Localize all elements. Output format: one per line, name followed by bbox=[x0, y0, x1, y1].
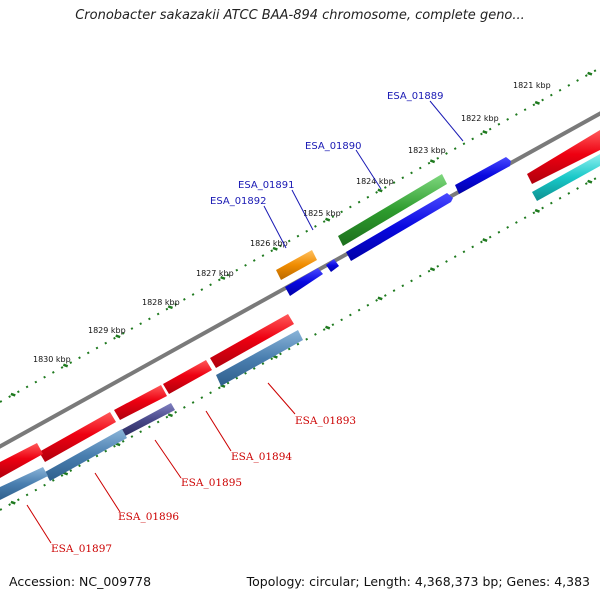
gene-feature-esa-01893[interactable] bbox=[216, 330, 303, 386]
tick-label: 1828 kbp bbox=[142, 298, 180, 307]
tick-label: 1823 kbp bbox=[408, 146, 446, 155]
top-gene-labels: ESA_01889 ESA_01890 ESA_01891 ESA_01892 bbox=[210, 91, 444, 207]
kbp-tick-labels: 1821 kbp 1822 kbp 1823 kbp 1824 kbp 1825… bbox=[33, 81, 551, 364]
major-tick bbox=[482, 238, 488, 243]
major-tick bbox=[115, 334, 121, 339]
major-ticks bbox=[10, 71, 593, 505]
bottom-gene-labels: ESA_01893 ESA_01894 ESA_01895 ESA_01896 … bbox=[51, 415, 356, 555]
major-tick bbox=[10, 500, 16, 505]
major-tick bbox=[62, 363, 69, 368]
gene-feature-esa-01896[interactable] bbox=[45, 429, 127, 481]
tick-label: 1824 kbp bbox=[356, 177, 394, 186]
major-tick bbox=[272, 246, 278, 251]
major-tick bbox=[429, 159, 436, 164]
major-tick bbox=[377, 296, 383, 301]
gene-feature-esa-01892-blue[interactable] bbox=[285, 268, 323, 296]
major-tick bbox=[325, 217, 331, 222]
gene-feature-esa-01897[interactable] bbox=[0, 467, 48, 500]
major-tick bbox=[167, 413, 173, 418]
gene-label-esa-01892[interactable]: ESA_01892 bbox=[210, 196, 267, 207]
gene-feature-esa-01891[interactable] bbox=[326, 259, 339, 272]
major-tick bbox=[534, 208, 540, 213]
gene-label-esa-01891[interactable]: ESA_01891 bbox=[238, 180, 295, 191]
gene-label-esa-01897[interactable]: ESA_01897 bbox=[51, 543, 112, 555]
major-tick bbox=[220, 276, 226, 280]
gene-feature-esa-01890-blue[interactable] bbox=[346, 193, 453, 261]
cds-feature-right[interactable] bbox=[527, 130, 600, 184]
tick-label: 1826 kbp bbox=[250, 239, 288, 248]
tick-label: 1825 kbp bbox=[303, 209, 341, 218]
gene-label-esa-01893[interactable]: ESA_01893 bbox=[295, 415, 356, 427]
gene-label-esa-01896[interactable]: ESA_01896 bbox=[118, 511, 179, 523]
gene-feature-esa-01895[interactable] bbox=[121, 403, 175, 436]
cds-feature-esa-01893[interactable] bbox=[210, 314, 294, 368]
gene-label-esa-01895[interactable]: ESA_01895 bbox=[181, 477, 242, 489]
gene-feature-esa-01889[interactable] bbox=[455, 157, 511, 194]
reverse-strand-genes bbox=[0, 314, 303, 500]
cds-feature-esa-01894[interactable] bbox=[163, 360, 212, 394]
topology-summary: Topology: circular; Length: 4,368,373 bp… bbox=[246, 574, 590, 589]
major-tick bbox=[534, 100, 540, 105]
gene-label-esa-01894[interactable]: ESA_01894 bbox=[231, 451, 292, 463]
tick-track-outer bbox=[0, 67, 600, 403]
major-tick bbox=[377, 188, 383, 193]
tick-label: 1821 kbp bbox=[513, 81, 551, 90]
tick-track-inner bbox=[0, 175, 600, 511]
bottom-label-leaders bbox=[26, 382, 296, 544]
gene-label-esa-01890[interactable]: ESA_01890 bbox=[305, 141, 362, 152]
tick-label: 1827 kbp bbox=[196, 269, 234, 278]
gene-feature-esa-01890[interactable] bbox=[338, 174, 447, 246]
major-tick bbox=[10, 392, 16, 397]
forward-strand-genes bbox=[276, 130, 600, 296]
major-tick bbox=[325, 325, 331, 330]
gene-feature-esa-01892[interactable] bbox=[276, 250, 317, 280]
top-label-leaders bbox=[263, 100, 464, 249]
major-tick bbox=[482, 130, 488, 135]
map-title: Cronobacter sakazakii ATCC BAA-894 chrom… bbox=[75, 8, 525, 23]
tick-label: 1822 kbp bbox=[461, 114, 499, 123]
gene-label-esa-01889[interactable]: ESA_01889 bbox=[387, 91, 444, 102]
major-tick bbox=[587, 71, 593, 76]
tick-label: 1829 kbp bbox=[88, 326, 126, 335]
major-tick bbox=[429, 267, 436, 272]
major-tick bbox=[587, 179, 593, 184]
gene-feature-cyan[interactable] bbox=[532, 154, 600, 201]
tick-label: 1830 kbp bbox=[33, 355, 71, 364]
cds-feature-esa-01896[interactable] bbox=[39, 412, 116, 462]
accession-text: Accession: NC_009778 bbox=[9, 574, 152, 589]
major-tick bbox=[167, 305, 173, 310]
cds-feature-esa-01897[interactable] bbox=[0, 443, 43, 478]
cds-feature-esa-01895[interactable] bbox=[114, 385, 167, 420]
